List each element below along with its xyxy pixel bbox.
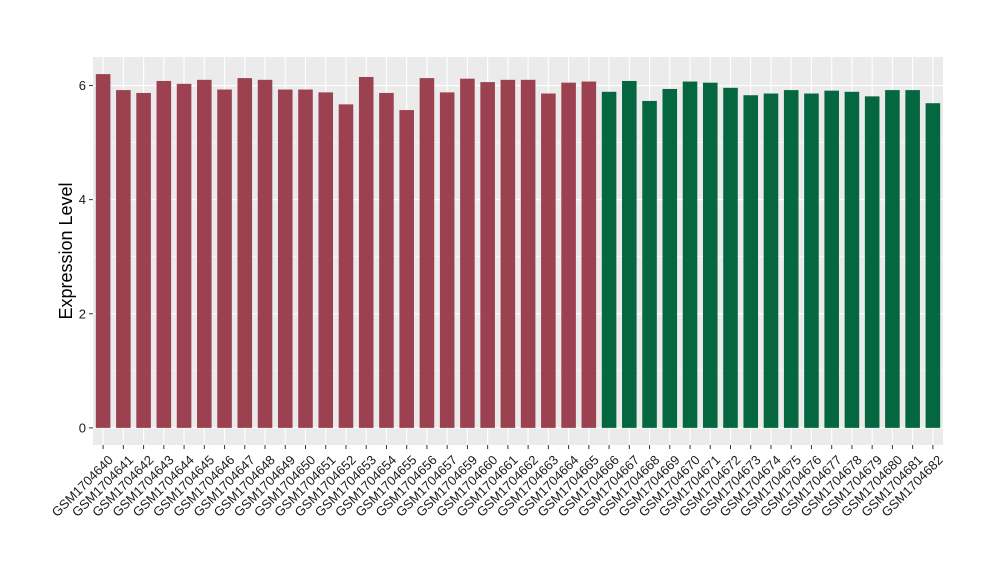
bar [682,81,698,428]
bar [723,87,738,428]
bar [95,74,111,428]
bar [460,78,475,428]
bar [237,78,253,428]
bar [844,91,860,428]
bar [379,92,394,428]
bar [561,82,576,428]
bar [500,79,516,428]
bar [338,104,354,428]
bar [318,92,334,428]
bar [581,81,597,428]
plot-panel [93,57,943,445]
bar [662,88,678,428]
bar [298,89,313,428]
bar [217,89,232,428]
bar [783,90,799,428]
bar [804,93,819,428]
bar [601,91,617,428]
bar [702,82,718,428]
y-tick-label: 4 [79,192,86,207]
bar [622,80,637,428]
bar [743,95,759,428]
y-tick-label: 2 [79,306,86,321]
bar [277,89,293,428]
bar [520,79,536,428]
bar [824,90,839,428]
bar [885,90,900,428]
bar [925,103,941,428]
bar [156,80,172,428]
y-axis-title: Expression Level [56,182,76,319]
bar [541,93,556,428]
bar [480,82,495,428]
y-tick-label: 0 [79,420,86,435]
y-axis: 0 2 4 6 [79,78,93,435]
x-axis: GSM1704640GSM1704641GSM1704642GSM1704643… [49,445,946,520]
bar-series [95,74,941,428]
bar [358,76,374,428]
bar [905,90,920,428]
bar [419,78,435,428]
bar [176,83,192,428]
bar [257,79,273,428]
bar [763,93,779,428]
bar [399,110,414,428]
bar [439,92,455,428]
bar [197,79,212,428]
bar [864,96,880,428]
y-tick-label: 6 [79,78,86,93]
bar [136,92,151,428]
bar [116,90,131,428]
bar [642,100,657,428]
